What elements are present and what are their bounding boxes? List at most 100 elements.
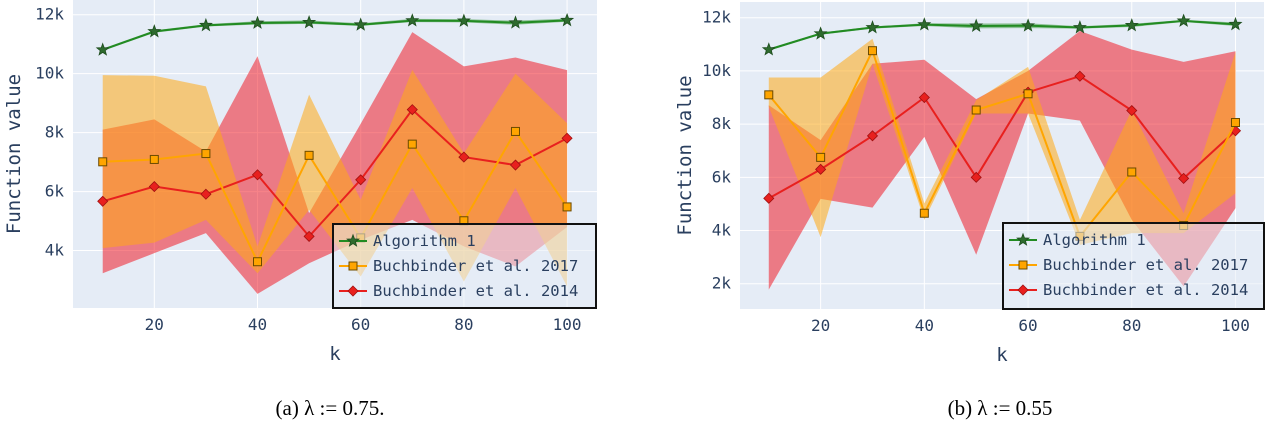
- point-buchbinder-et-al-2017: [919, 208, 929, 218]
- y-tick-label: 10k: [35, 64, 64, 83]
- x-tick-label: 80: [454, 315, 473, 334]
- point-buchbinder-et-al-2014: [1178, 172, 1190, 184]
- point-buchbinder-et-al-2017: [971, 105, 981, 115]
- chart-0: 20 40 60 80 100 4k 6k 8k 10k 12k Function value k Al…: [3, 0, 597, 365]
- point-algorithm-1: [405, 13, 420, 27]
- y-tick-label: 10k: [702, 61, 731, 80]
- point-buchbinder-et-al-2014: [561, 132, 573, 144]
- point-algorithm-1: [865, 20, 880, 34]
- legend-marker-buchbinder-et-al-2014: [347, 285, 359, 297]
- point-buchbinder-et-al-2014: [303, 230, 315, 242]
- point-algorithm-1: [917, 17, 932, 31]
- point-algorithm-1: [147, 24, 162, 38]
- point-buchbinder-et-al-2014: [97, 195, 109, 207]
- x-tick-label: 100: [553, 315, 582, 334]
- point-algorithm-1: [353, 17, 368, 31]
- legend-marker-buchbinder-et-al-2017: [1018, 260, 1028, 270]
- x-tick-label: 20: [145, 315, 164, 334]
- x-tick-label: 80: [1122, 316, 1141, 335]
- x-tick-label: 60: [1018, 316, 1037, 335]
- point-algorithm-1: [1228, 16, 1243, 31]
- point-buchbinder-et-al-2014: [866, 130, 879, 142]
- plot-content: [761, 13, 1243, 290]
- legend-marker-algorithm-1: [1016, 232, 1030, 246]
- line-buchbinder-et-al-2017: [102, 129, 568, 265]
- legend-marker-buchbinder-et-al-2014: [1017, 284, 1029, 296]
- point-algorithm-1: [1021, 18, 1036, 32]
- x-axis-title: k: [996, 344, 1008, 366]
- caption-a: (a) λ := 0.75.: [275, 396, 385, 420]
- y-tick-label: 12k: [702, 8, 731, 27]
- legend-label-buchbinder-et-al-2017: Buchbinder et al. 2017: [1043, 256, 1248, 274]
- point-algorithm-1: [302, 15, 317, 29]
- point-algorithm-1: [560, 12, 575, 27]
- legend-box: [332, 223, 597, 309]
- point-algorithm-1: [250, 15, 265, 29]
- point-buchbinder-et-al-2017: [816, 152, 826, 162]
- legend-box: [1002, 222, 1265, 310]
- point-buchbinder-et-al-2014: [815, 163, 827, 175]
- point-buchbinder-et-al-2014: [406, 104, 418, 116]
- point-buchbinder-et-al-2017: [98, 157, 108, 167]
- legend-label-algorithm-1: Algorithm 1: [1043, 231, 1146, 249]
- legend-marker-buchbinder-et-al-2017: [348, 261, 358, 271]
- legend: Algorithm 1 Buchbinder et al. 2017 Buchbin…: [332, 223, 597, 309]
- point-buchbinder-et-al-2014: [1126, 104, 1138, 117]
- chart-1: 20 40 60 80 100 2k 4k 6k 8k 10k 12k Function value k…: [674, 2, 1265, 366]
- point-buchbinder-et-al-2017: [407, 139, 417, 149]
- point-buchbinder-et-al-2014: [458, 151, 470, 163]
- point-algorithm-1: [761, 42, 776, 56]
- line-algorithm-1: [768, 19, 1236, 51]
- point-buchbinder-et-al-2017: [253, 257, 263, 267]
- point-buchbinder-et-al-2017: [1230, 118, 1240, 128]
- y-tick-label: 2k: [712, 274, 732, 293]
- point-algorithm-1: [95, 42, 110, 56]
- point-buchbinder-et-al-2014: [148, 181, 160, 193]
- line-algorithm-1: [102, 19, 568, 51]
- point-buchbinder-et-al-2014: [1074, 70, 1086, 82]
- y-tick-label: 8k: [712, 114, 732, 133]
- legend: Algorithm 1 Buchbinder et al. 2017 Buchbin…: [1002, 222, 1265, 310]
- point-buchbinder-et-al-2017: [201, 149, 211, 159]
- point-buchbinder-et-al-2014: [763, 192, 775, 204]
- legend-label-buchbinder-et-al-2014: Buchbinder et al. 2014: [1043, 281, 1248, 299]
- point-algorithm-1: [456, 13, 471, 27]
- x-tick-label: 40: [248, 315, 267, 334]
- point-buchbinder-et-al-2014: [355, 174, 367, 186]
- point-buchbinder-et-al-2017: [510, 126, 520, 136]
- y-tick-label: 4k: [712, 221, 732, 240]
- legend-label-buchbinder-et-al-2017: Buchbinder et al. 2017: [373, 257, 578, 275]
- y-tick-label: 12k: [35, 5, 64, 24]
- point-buchbinder-et-al-2017: [1127, 167, 1137, 177]
- x-tick-label: 40: [915, 316, 934, 335]
- legend-marker-algorithm-1: [346, 233, 360, 247]
- point-buchbinder-et-al-2017: [867, 46, 877, 56]
- legend-label-algorithm-1: Algorithm 1: [373, 232, 476, 250]
- point-algorithm-1: [813, 26, 828, 40]
- y-tick-label: 6k: [712, 167, 732, 186]
- point-buchbinder-et-al-2017: [1023, 89, 1033, 99]
- point-algorithm-1: [198, 17, 213, 32]
- y-tick-label: 6k: [45, 182, 65, 201]
- y-axis-title: Function value: [674, 75, 696, 235]
- x-tick-label: 60: [351, 315, 370, 334]
- point-buchbinder-et-al-2014: [200, 188, 212, 200]
- y-axis-title: Function value: [3, 74, 25, 234]
- x-axis-title: k: [329, 343, 341, 365]
- line-buchbinder-et-al-2014: [102, 108, 568, 238]
- point-buchbinder-et-al-2017: [149, 154, 159, 164]
- y-tick-label: 4k: [45, 241, 65, 260]
- point-buchbinder-et-al-2014: [918, 91, 930, 104]
- point-algorithm-1: [508, 15, 523, 29]
- point-buchbinder-et-al-2017: [304, 150, 314, 160]
- point-algorithm-1: [969, 18, 984, 32]
- point-buchbinder-et-al-2014: [509, 159, 522, 171]
- y-tick-label: 8k: [45, 123, 65, 142]
- x-tick-label: 100: [1221, 316, 1250, 335]
- point-algorithm-1: [1124, 18, 1139, 32]
- point-buchbinder-et-al-2017: [562, 202, 572, 212]
- point-buchbinder-et-al-2017: [764, 90, 774, 100]
- point-algorithm-1: [1176, 13, 1191, 27]
- point-algorithm-1: [1072, 20, 1087, 34]
